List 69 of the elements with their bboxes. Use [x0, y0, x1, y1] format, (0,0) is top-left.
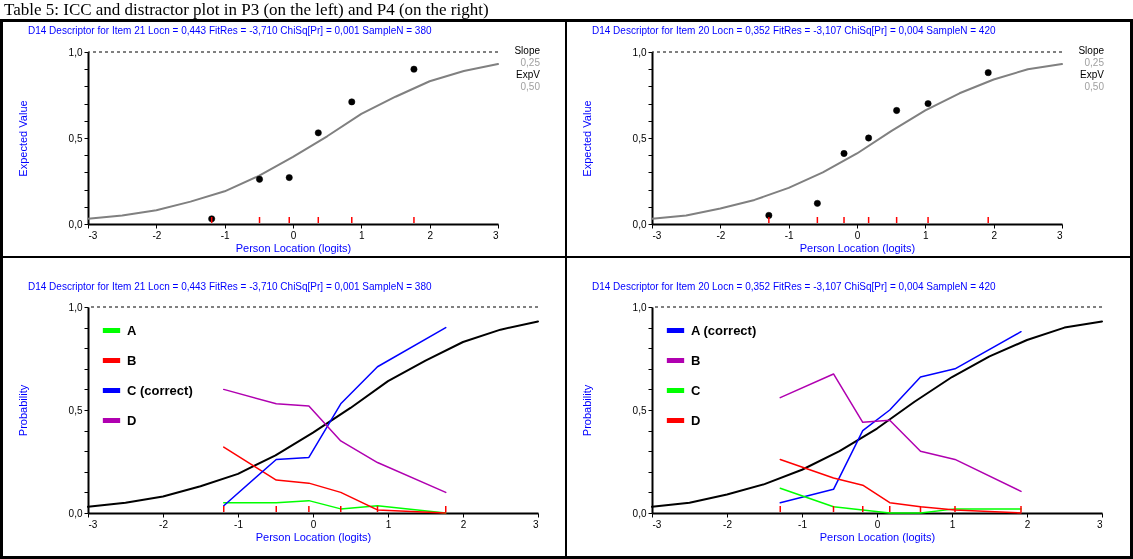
text: 0,50 [520, 81, 541, 92]
x-tick-label: 1 [923, 229, 930, 241]
x-tick-label: 3 [1056, 229, 1063, 241]
x-axis-title: Person Location (logits) [235, 241, 352, 254]
y-tick-label: 0,5 [632, 132, 647, 144]
x-tick-label: -3 [88, 229, 98, 241]
text: ExpV [516, 69, 541, 80]
x-tick-label: -1 [798, 518, 808, 530]
y-axis-title: Expected Value [16, 100, 29, 177]
x-axis-title: Person Location (logits) [819, 530, 936, 543]
x-axis-title: Person Location (logits) [799, 241, 916, 254]
y-tick-label: 1,0 [68, 301, 83, 313]
x-tick-label: 3 [532, 518, 539, 530]
x-tick-label: 3 [492, 229, 499, 241]
y-axis-title: Expected Value [580, 100, 593, 177]
y-tick-label: 0,0 [632, 507, 647, 519]
chart-title: D14 Descriptor for Item 21 Locn = 0,443 FitRes = -3,710 ChiSq[Pr] = 0,001 SampleN = 380 [28, 25, 432, 36]
x-tick-label: -1 [234, 518, 244, 530]
text: 0,50 [1084, 81, 1105, 92]
x-tick-label: -3 [652, 518, 662, 530]
x-tick-label: -2 [716, 229, 726, 241]
legend-label: B [127, 352, 137, 368]
x-tick-label: 0 [310, 518, 317, 530]
text: Slope [1078, 45, 1105, 56]
y-axis-title: Probability [580, 384, 593, 437]
legend-label: C [691, 382, 701, 398]
legend-label: A (correct) [691, 322, 757, 338]
x-tick-label: 0 [290, 229, 297, 241]
x-tick-label: 2 [427, 229, 434, 241]
x-axis-title: Person Location (logits) [255, 530, 372, 543]
x-tick-label: 2 [991, 229, 998, 241]
x-tick-label: 1 [359, 229, 366, 241]
y-tick-label: 0,5 [68, 404, 83, 416]
x-tick-label: 1 [949, 518, 956, 530]
x-tick-label: -1 [784, 229, 795, 241]
y-axis-title: Probability [16, 384, 29, 437]
y-tick-label: 0,0 [68, 507, 83, 519]
y-tick-label: 0,0 [632, 218, 647, 230]
x-tick-label: -1 [220, 229, 231, 241]
chart-title: D14 Descriptor for Item 20 Locn = 0,352 FitRes = -3,107 ChiSq[Pr] = 0,004 SampleN = 420 [592, 281, 996, 292]
x-tick-label: 2 [1024, 518, 1031, 530]
legend-label: B [691, 352, 701, 368]
y-tick-label: 0,5 [68, 132, 83, 144]
x-tick-label: 2 [460, 518, 467, 530]
y-tick-label: 0,5 [632, 404, 647, 416]
x-tick-label: -2 [152, 229, 162, 241]
x-tick-label: -3 [88, 518, 98, 530]
x-tick-label: 0 [874, 518, 881, 530]
chart-title: D14 Descriptor for Item 20 Locn = 0,352 FitRes = -3,107 ChiSq[Pr] = 0,004 SampleN = 420 [592, 25, 996, 36]
legend-label: D [691, 412, 701, 428]
text: ExpV [1080, 69, 1105, 80]
x-tick-label: -3 [652, 229, 662, 241]
chart-title: D14 Descriptor for Item 21 Locn = 0,443 FitRes = -3,710 ChiSq[Pr] = 0,001 SampleN = 380 [28, 281, 432, 292]
legend-label: A [127, 322, 137, 338]
text: 0,25 [520, 57, 541, 68]
y-tick-label: 1,0 [632, 46, 647, 58]
caption: Table 5: ICC and distractor plot in P3 (on the left) and P4 (on the right) [3, 0, 490, 19]
x-tick-label: 0 [854, 229, 861, 241]
x-tick-label: 3 [1096, 518, 1103, 530]
x-tick-label: -2 [159, 518, 169, 530]
y-tick-label: 1,0 [68, 46, 83, 58]
text: 0,25 [1084, 57, 1105, 68]
x-tick-label: -2 [723, 518, 733, 530]
legend-label: D [127, 412, 137, 428]
y-tick-label: 1,0 [632, 301, 647, 313]
x-tick-label: 1 [385, 518, 392, 530]
legend-label: C (correct) [127, 382, 193, 398]
text: Slope [514, 45, 541, 56]
y-tick-label: 0,0 [68, 218, 83, 230]
